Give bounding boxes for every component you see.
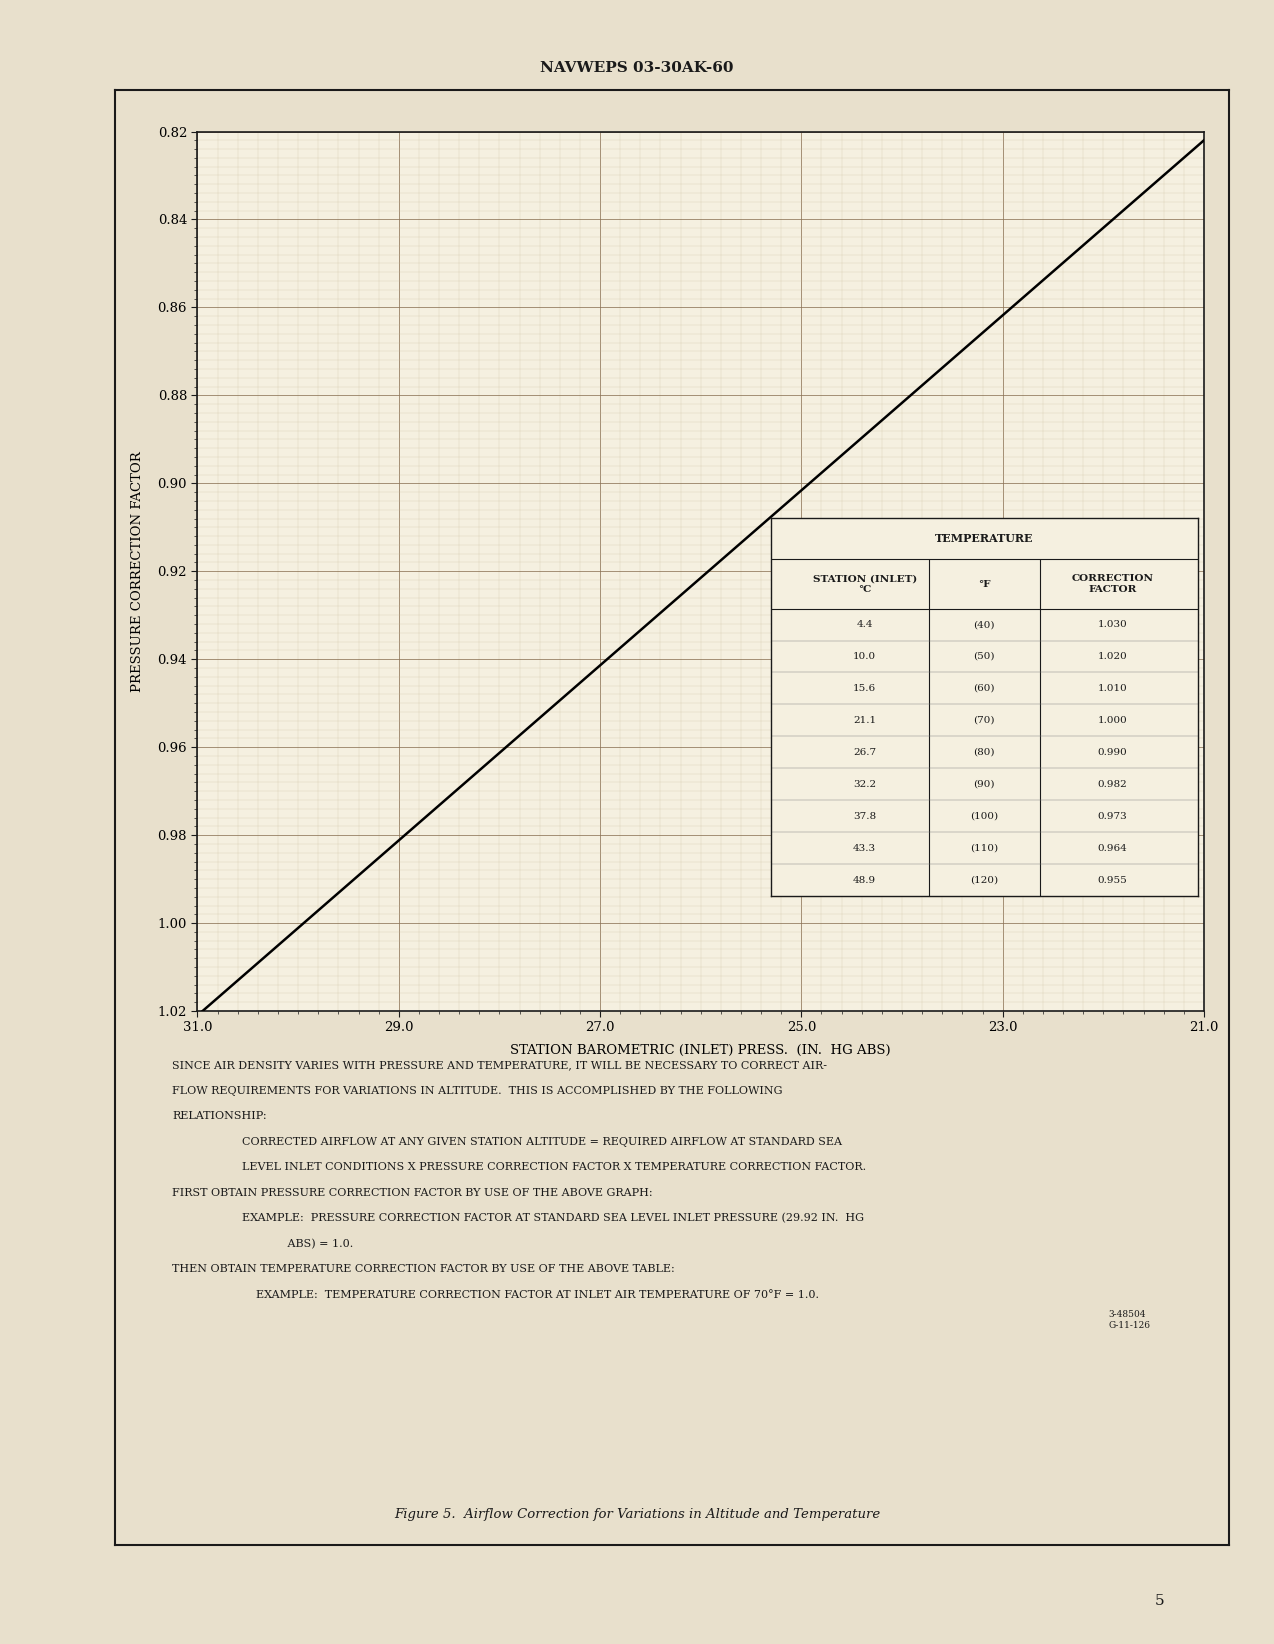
Text: 48.9: 48.9 xyxy=(854,876,877,884)
Text: 0.955: 0.955 xyxy=(1097,876,1127,884)
Text: 0.982: 0.982 xyxy=(1097,779,1127,789)
Text: 15.6: 15.6 xyxy=(854,684,877,692)
Text: (60): (60) xyxy=(973,684,995,692)
Text: (50): (50) xyxy=(973,653,995,661)
Text: 21.1: 21.1 xyxy=(854,715,877,725)
Text: 3-48504
G-11-126: 3-48504 G-11-126 xyxy=(1108,1310,1150,1330)
Text: (40): (40) xyxy=(973,620,995,630)
Text: THEN OBTAIN TEMPERATURE CORRECTION FACTOR BY USE OF THE ABOVE TABLE:: THEN OBTAIN TEMPERATURE CORRECTION FACTO… xyxy=(172,1264,675,1274)
Text: 1.030: 1.030 xyxy=(1097,620,1127,630)
Text: LEVEL INLET CONDITIONS X PRESSURE CORRECTION FACTOR X TEMPERATURE CORRECTION FAC: LEVEL INLET CONDITIONS X PRESSURE CORREC… xyxy=(242,1162,866,1172)
Text: ABS) = 1.0.: ABS) = 1.0. xyxy=(242,1240,353,1249)
Text: FLOW REQUIREMENTS FOR VARIATIONS IN ALTITUDE.  THIS IS ACCOMPLISHED BY THE FOLLO: FLOW REQUIREMENTS FOR VARIATIONS IN ALTI… xyxy=(172,1087,782,1097)
Text: 1.010: 1.010 xyxy=(1097,684,1127,692)
Text: 43.3: 43.3 xyxy=(854,843,877,853)
Text: FIRST OBTAIN PRESSURE CORRECTION FACTOR BY USE OF THE ABOVE GRAPH:: FIRST OBTAIN PRESSURE CORRECTION FACTOR … xyxy=(172,1187,652,1198)
Text: 26.7: 26.7 xyxy=(854,748,877,756)
Text: 1.000: 1.000 xyxy=(1097,715,1127,725)
Text: SINCE AIR DENSITY VARIES WITH PRESSURE AND TEMPERATURE, IT WILL BE NECESSARY TO : SINCE AIR DENSITY VARIES WITH PRESSURE A… xyxy=(172,1060,827,1070)
Text: 0.990: 0.990 xyxy=(1097,748,1127,756)
Text: 1.020: 1.020 xyxy=(1097,653,1127,661)
Text: 0.973: 0.973 xyxy=(1097,812,1127,820)
Y-axis label: PRESSURE CORRECTION FACTOR: PRESSURE CORRECTION FACTOR xyxy=(130,450,144,692)
Text: °F: °F xyxy=(978,580,990,589)
Text: 5: 5 xyxy=(1154,1593,1164,1608)
Text: EXAMPLE:  TEMPERATURE CORRECTION FACTOR AT INLET AIR TEMPERATURE OF 70°F = 1.0.: EXAMPLE: TEMPERATURE CORRECTION FACTOR A… xyxy=(242,1289,819,1300)
Text: 37.8: 37.8 xyxy=(854,812,877,820)
Text: 10.0: 10.0 xyxy=(854,653,877,661)
Text: Figure 5.  Airflow Correction for Variations in Altitude and Temperature: Figure 5. Airflow Correction for Variati… xyxy=(394,1508,880,1521)
Text: TEMPERATURE: TEMPERATURE xyxy=(935,533,1033,544)
Text: CORRECTION
FACTOR: CORRECTION FACTOR xyxy=(1071,574,1153,593)
Text: CORRECTED AIRFLOW AT ANY GIVEN STATION ALTITUDE = REQUIRED AIRFLOW AT STANDARD S: CORRECTED AIRFLOW AT ANY GIVEN STATION A… xyxy=(242,1138,842,1148)
Text: NAVWEPS 03-30AK-60: NAVWEPS 03-30AK-60 xyxy=(540,61,734,76)
X-axis label: STATION BAROMETRIC (INLET) PRESS.  (IN.  HG ABS): STATION BAROMETRIC (INLET) PRESS. (IN. H… xyxy=(511,1044,891,1057)
Text: 4.4: 4.4 xyxy=(856,620,873,630)
Text: 32.2: 32.2 xyxy=(854,779,877,789)
Text: (70): (70) xyxy=(973,715,995,725)
Text: STATION (INLET)
°C: STATION (INLET) °C xyxy=(813,574,917,593)
Text: EXAMPLE:  PRESSURE CORRECTION FACTOR AT STANDARD SEA LEVEL INLET PRESSURE (29.92: EXAMPLE: PRESSURE CORRECTION FACTOR AT S… xyxy=(242,1213,864,1223)
Text: (90): (90) xyxy=(973,779,995,789)
Text: (110): (110) xyxy=(970,843,999,853)
Text: RELATIONSHIP:: RELATIONSHIP: xyxy=(172,1111,266,1121)
Text: (100): (100) xyxy=(970,812,999,820)
Text: (120): (120) xyxy=(970,876,999,884)
Text: 0.964: 0.964 xyxy=(1097,843,1127,853)
Text: (80): (80) xyxy=(973,748,995,756)
